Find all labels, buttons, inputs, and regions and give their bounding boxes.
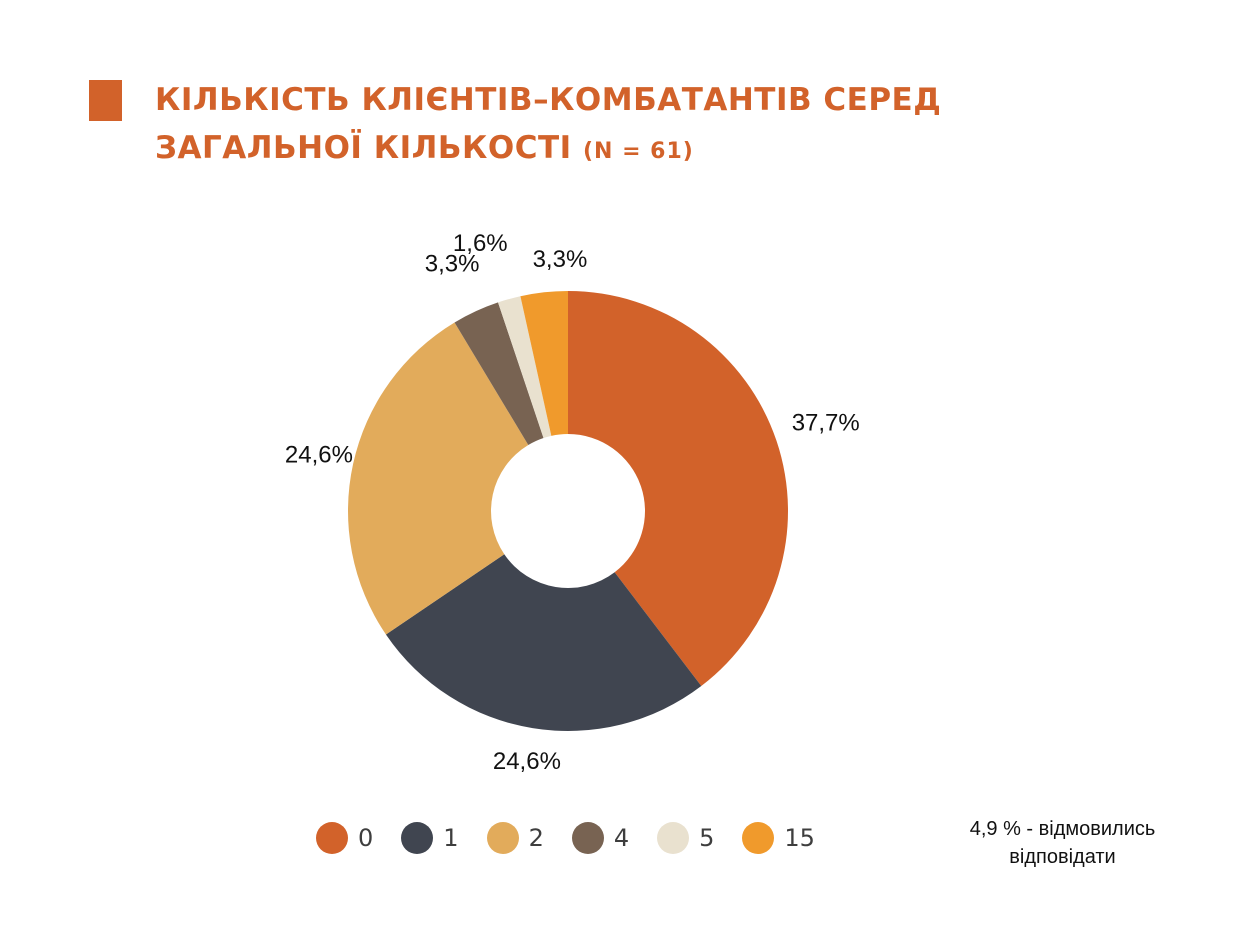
legend-label: 0 [358, 824, 374, 852]
slice-label-15: 3,3% [533, 246, 588, 273]
slice-4 [454, 302, 544, 446]
legend-item-4: 4 [571, 822, 630, 854]
slice-label-4: 3,3% [425, 250, 480, 277]
refusal-note: 4,9 % - відмовились відповідати [969, 818, 1156, 868]
chart-subtitle: (N = 61) [582, 139, 694, 164]
slice-label-0: 37,7% [792, 409, 860, 436]
legend-label: 2 [528, 824, 544, 852]
legend-label: 4 [613, 824, 630, 852]
legend-item-1: 1 [401, 822, 459, 854]
chart-title: КІЛЬКІСТЬ КЛІЄНТІВ–КОМБАТАНТІВ СЕРЕД ЗАГ… [155, 76, 1155, 176]
donut-slices [348, 291, 788, 731]
legend-swatch [316, 822, 348, 854]
slice-15 [520, 291, 568, 436]
slice-label-5: 1,6% [453, 230, 508, 257]
legend-swatch [657, 822, 690, 854]
legend-label: 5 [699, 824, 715, 852]
legend-item-0: 0 [316, 822, 373, 854]
legend-label: 1 [443, 824, 459, 852]
legend-swatch [401, 822, 434, 854]
legend-item-15: 15 [742, 822, 815, 854]
legend-swatch [486, 822, 519, 854]
slice-label-2: 24,6% [285, 442, 353, 469]
chart-title-text: КІЛЬКІСТЬ КЛІЄНТІВ–КОМБАТАНТІВ СЕРЕД ЗАГ… [155, 82, 942, 166]
legend-swatch [742, 822, 775, 854]
slice-2 [348, 322, 529, 635]
title-marker [89, 80, 122, 121]
slice-labels: 37,7%24,6%24,6%3,3%1,6%3,3% [285, 230, 860, 775]
slice-5 [498, 296, 552, 438]
legend-label: 15 [784, 824, 815, 852]
legend-item-2: 2 [486, 822, 544, 854]
legend-item-5: 5 [657, 822, 714, 854]
slice-1 [385, 554, 702, 731]
slice-label-1: 24,6% [493, 748, 561, 775]
chart-legend: 0 1 2 4 5 15 [316, 820, 843, 856]
slice-0 [568, 291, 788, 687]
legend-swatch [571, 822, 604, 854]
